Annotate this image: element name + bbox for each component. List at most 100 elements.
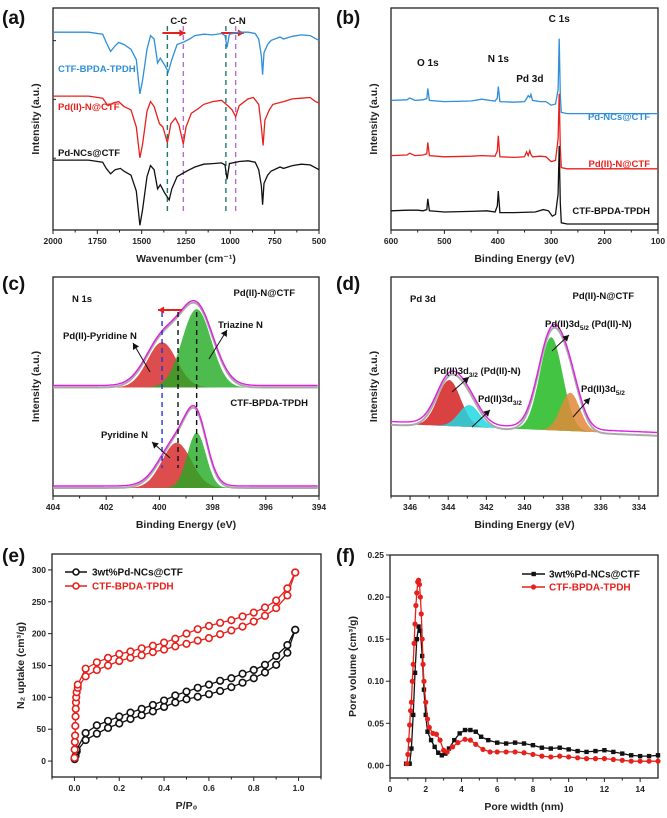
panel-label-f: (f) — [336, 546, 355, 567]
data-point — [115, 719, 124, 728]
y-tick-label: 300 — [32, 565, 46, 575]
data-point — [548, 746, 553, 751]
data-point — [437, 737, 443, 743]
y-tick-label: 0.05 — [367, 718, 384, 728]
sample-label: Pd(II)-N@CTF — [234, 288, 296, 299]
data-point — [193, 625, 202, 634]
x-tick-label: 346 — [403, 502, 417, 512]
data-point — [415, 577, 422, 583]
data-point — [137, 651, 146, 660]
x-tick-label: 4 — [459, 784, 464, 794]
ftir-chart: 2000 1750 1500 1250 1000 750 500 Wavenumber (cm… — [30, 7, 326, 265]
data-point — [566, 747, 571, 752]
legend-marker — [530, 584, 537, 590]
sample-label: CTF-BPDA-TPDH — [230, 398, 308, 409]
data-point — [428, 737, 434, 743]
x-axis-label: Binding Energy (eV) — [136, 519, 236, 531]
data-point — [575, 755, 581, 761]
data-point — [425, 729, 430, 734]
data-point — [611, 749, 616, 755]
data-point — [408, 699, 415, 705]
data-point — [103, 723, 113, 733]
data-point — [137, 644, 146, 653]
y-tick-label: 0 — [41, 756, 46, 766]
data-point — [81, 664, 90, 673]
data-point — [487, 749, 493, 755]
data-point — [182, 629, 191, 638]
peak-label: Pd 3d — [516, 74, 543, 85]
pointer-arrow-head — [220, 330, 227, 337]
data-point — [73, 680, 82, 689]
legend-marker — [72, 582, 80, 590]
data-point — [452, 737, 457, 743]
data-point — [655, 758, 661, 764]
x-tick-label: 338 — [556, 502, 570, 512]
xps-survey-chart: 600 500 400 300 200 100 Binding Energy (eV) Int… — [368, 7, 665, 265]
peak-label: C 1s — [549, 14, 571, 25]
data-point — [204, 634, 214, 643]
data-point — [414, 636, 419, 642]
data-point — [193, 683, 202, 692]
data-point — [503, 741, 509, 746]
data-point — [444, 749, 450, 755]
data-point — [126, 708, 135, 717]
data-point — [407, 761, 412, 766]
data-point — [455, 740, 461, 746]
data-point — [227, 683, 236, 692]
x-tick-label: 344 — [441, 502, 455, 512]
data-point — [539, 745, 545, 750]
x-tick-label: 1750 — [88, 236, 107, 246]
panel-label-e: (e) — [2, 546, 25, 567]
data-point — [193, 692, 202, 701]
x-tick-label: 0.6 — [203, 783, 215, 793]
panel-label-d: (d) — [336, 274, 360, 295]
x-tick-label: 2 — [423, 784, 428, 794]
data-point — [646, 753, 652, 759]
legend-label: CTF-BPDA-TPDH — [549, 583, 631, 594]
y-tick-label: 250 — [32, 597, 46, 607]
component-label: Pd(II)3d5/2 (Pd(II)-N) — [545, 319, 632, 332]
x-tick-label: 336 — [594, 502, 608, 512]
data-point — [521, 750, 527, 756]
xps-pd3d-chart: 346 344 342 340 338 336 334 Binding Energy (eV)… — [368, 276, 659, 531]
peak-annotation: C-C — [170, 16, 187, 27]
data-point — [575, 748, 580, 754]
pointer-arrow-head — [462, 377, 469, 384]
x-tick-label: 402 — [99, 502, 113, 512]
data-point — [439, 753, 445, 758]
panel-label-b: (b) — [336, 8, 360, 29]
data-point — [70, 745, 79, 754]
x-tick-label: 398 — [206, 502, 220, 512]
data-point — [103, 661, 113, 670]
y-axis-label: Intensity (a.u.) — [30, 351, 42, 422]
x-tick-label: 0 — [388, 784, 393, 794]
series-line — [53, 159, 320, 226]
data-point — [238, 622, 247, 631]
data-point — [637, 758, 643, 764]
data-point — [249, 665, 258, 675]
data-point — [539, 753, 545, 759]
series-line — [406, 578, 658, 764]
x-tick-label: 1250 — [177, 236, 196, 246]
data-point — [283, 584, 292, 593]
data-point — [512, 749, 518, 755]
data-point — [182, 687, 191, 696]
data-point — [584, 749, 589, 755]
data-point — [171, 642, 180, 651]
pointer-arrow-head — [152, 442, 159, 449]
series-line — [53, 95, 320, 158]
data-point — [115, 712, 124, 721]
x-axis-label: Pore width (nm) — [484, 801, 563, 813]
component-label: Triazine N — [218, 320, 263, 331]
y-axis-label: Intensity (a.u.) — [30, 83, 42, 154]
data-point — [283, 641, 292, 650]
data-point — [283, 591, 292, 600]
data-point — [412, 670, 418, 676]
data-point — [70, 753, 79, 762]
data-point — [92, 721, 101, 730]
n2-isotherm-chart: 0.0 0.2 0.4 0.6 0.8 1.0 P/P₀ 0 50 100 150 200 250 300… — [15, 553, 322, 812]
data-point — [421, 687, 427, 692]
x-tick-label: 6 — [495, 784, 500, 794]
series-line — [390, 93, 658, 170]
fit-component — [53, 432, 319, 488]
